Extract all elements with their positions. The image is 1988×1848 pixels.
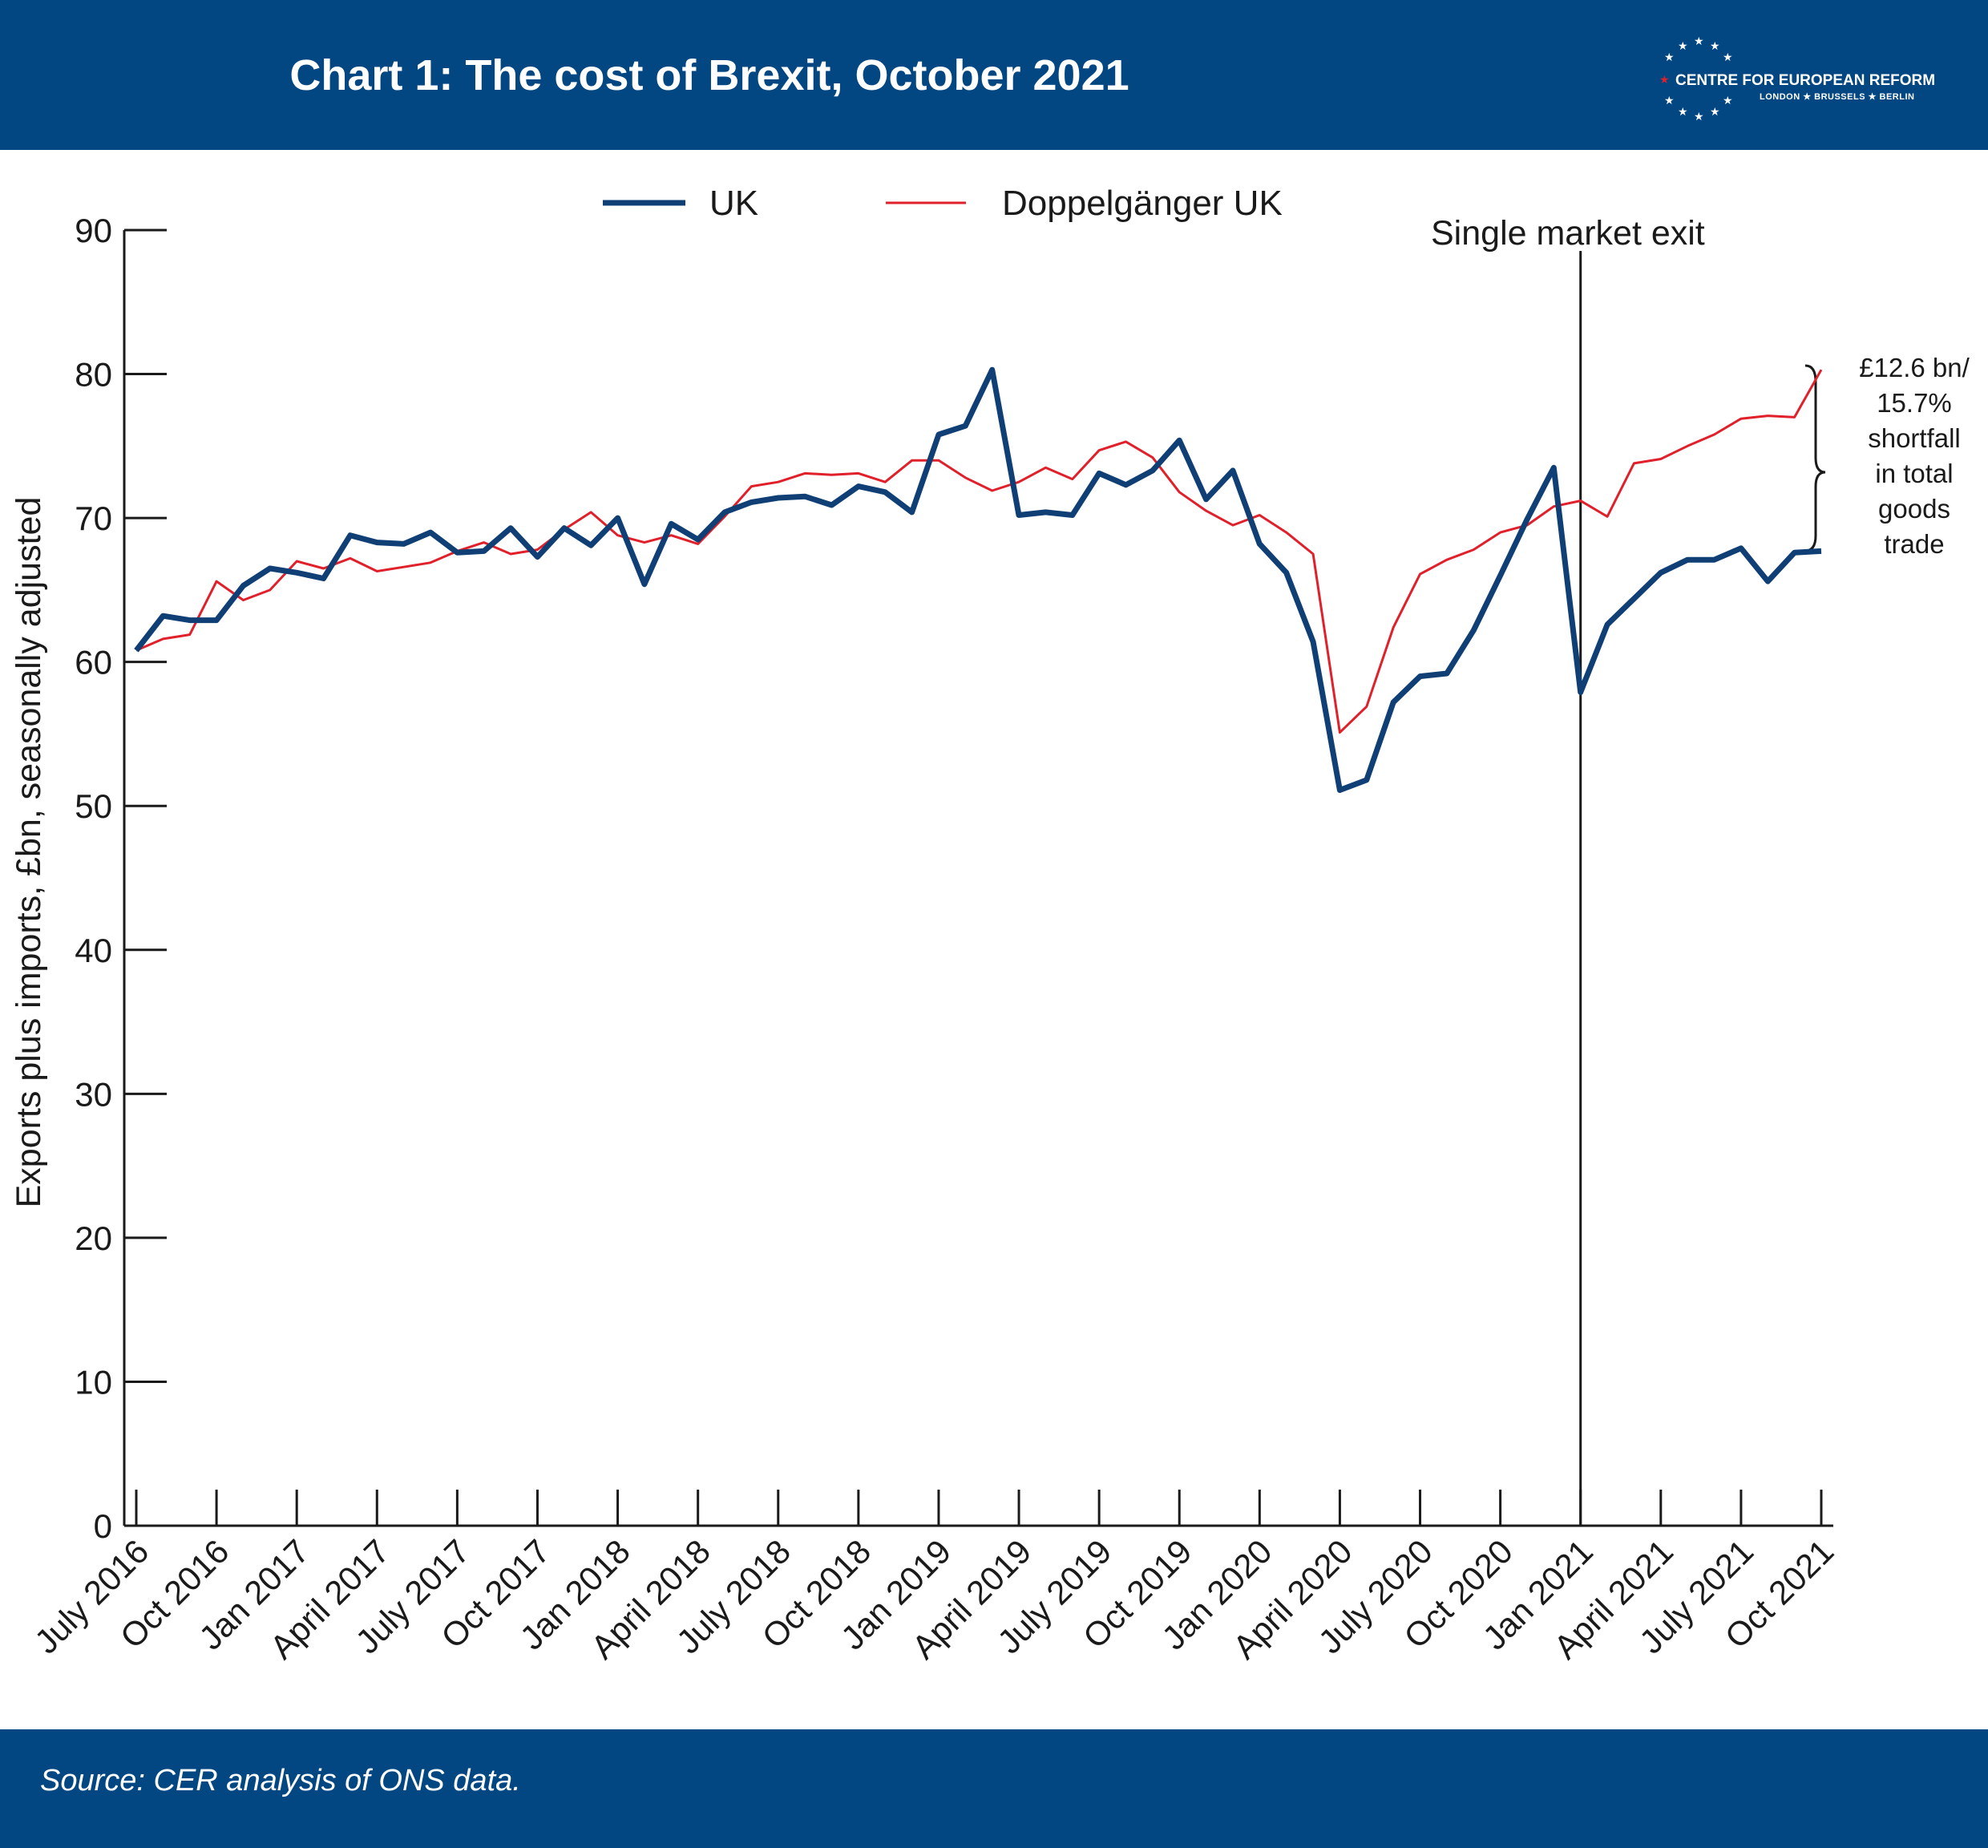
footer-band <box>0 1729 1988 1848</box>
logo-star-icon: ★ <box>1694 110 1704 123</box>
event-marker: Single market exit <box>1431 214 1705 1526</box>
shortfall-text-line: trade <box>1884 529 1944 559</box>
logo-star-icon: ★ <box>1710 39 1720 52</box>
y-tick-label: 40 <box>75 932 112 969</box>
line-chart: UK Doppelgänger UK 0 10 20 30 40 50 60 70 80 90 J… <box>10 184 1970 1666</box>
series-line-doppelganger <box>135 369 1823 734</box>
logo-star-icon: ★ <box>1710 105 1720 118</box>
y-tick-label: 20 <box>75 1219 112 1257</box>
chart-title: Chart 1: The cost of Brexit, October 202… <box>289 51 1129 99</box>
y-axis-label: Exports plus imports, £bn, seasonally ad… <box>10 497 48 1208</box>
shortfall-text-line: shortfall <box>1868 423 1961 453</box>
logo-star-red-icon: ★ <box>1659 73 1670 86</box>
logo-cities: LONDON ★ BRUSSELS ★ BERLIN <box>1760 92 1915 102</box>
legend-uk-label: UK <box>709 184 758 223</box>
shortfall-text-line: in total <box>1875 459 1953 488</box>
legend: UK Doppelgänger UK <box>603 184 1283 223</box>
source-note: Source: CER analysis of ONS data. <box>40 1764 521 1797</box>
y-tick-label: 70 <box>75 499 112 537</box>
shortfall-bracket-icon <box>1804 364 1826 552</box>
y-tick-label: 10 <box>75 1363 112 1401</box>
logo-star-icon: ★ <box>1678 105 1688 118</box>
logo-name: CENTRE FOR EUROPEAN REFORM <box>1675 72 1936 89</box>
y-tick-label: 0 <box>94 1507 112 1545</box>
logo-star-icon: ★ <box>1678 39 1688 52</box>
event-label: Single market exit <box>1431 214 1705 253</box>
shortfall-annotation: £12.6 bn/15.7% shortfall in total goods trad… <box>1859 353 1970 559</box>
legend-doppelganger-label: Doppelgänger UK <box>1002 184 1283 223</box>
y-tick-label: 90 <box>75 212 112 249</box>
cer-logo: ★ ★ ★ ★ ★ ★ ★ ★ ★ ★ ★ CENTRE FOR EUROPEA… <box>1651 34 1940 127</box>
y-tick-label: 30 <box>75 1075 112 1113</box>
logo-star-icon: ★ <box>1723 94 1733 107</box>
logo-star-icon: ★ <box>1664 94 1675 107</box>
logo-star-icon: ★ <box>1694 34 1704 47</box>
shortfall-text-line: 15.7% <box>1877 388 1952 418</box>
logo-star-icon: ★ <box>1723 51 1733 63</box>
logo-star-icon: ★ <box>1664 51 1675 63</box>
y-axis: 0 10 20 30 40 50 60 70 80 90 <box>75 212 167 1545</box>
shortfall-text-line: £12.6 bn/ <box>1859 353 1970 382</box>
shortfall-text-line: goods <box>1878 494 1950 524</box>
y-tick-label: 60 <box>75 644 112 681</box>
y-tick-label: 50 <box>75 787 112 825</box>
header-band: Chart 1: The cost of Brexit, October 202… <box>0 0 1988 150</box>
data-points <box>134 367 1824 792</box>
series-line-uk <box>134 366 1822 793</box>
y-tick-label: 80 <box>75 356 112 394</box>
